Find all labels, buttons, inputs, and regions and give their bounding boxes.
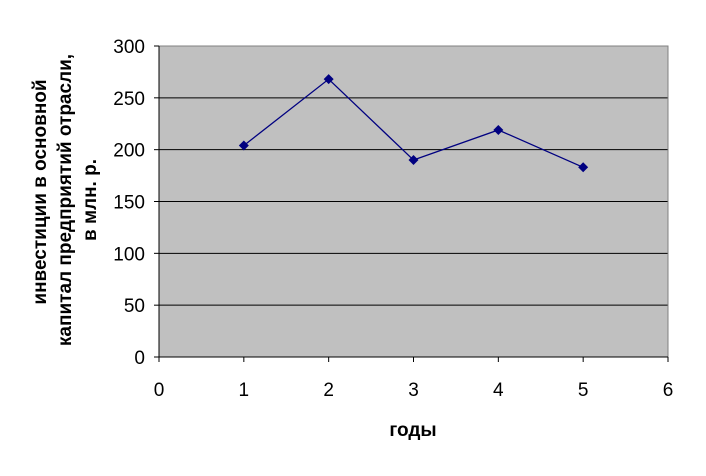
y-axis-title-line-1: инвестиции в основной (30, 79, 51, 304)
x-tick-label-4: 4 (493, 380, 504, 401)
data-point-1 (238, 140, 249, 151)
y-tick-label-50: 50 (124, 296, 145, 317)
data-point-3 (408, 155, 419, 166)
y-axis-title-line-3: в млн. р. (80, 159, 101, 241)
y-tick-label-300: 300 (113, 37, 145, 58)
x-tick-label-2: 2 (323, 380, 334, 401)
x-tick-label-3: 3 (408, 380, 419, 401)
x-tick-label-6: 6 (663, 380, 674, 401)
x-tick-label-5: 5 (578, 380, 589, 401)
x-axis-title: годы (389, 420, 436, 441)
data-point-5 (578, 162, 589, 173)
y-tick-label-100: 100 (113, 244, 145, 265)
data-point-4 (493, 124, 504, 135)
data-point-2 (323, 74, 334, 85)
y-tick-label-150: 150 (113, 193, 145, 214)
y-tick-label-0: 0 (134, 348, 145, 369)
y-tick-label-200: 200 (113, 141, 145, 162)
x-tick-label-1: 1 (239, 380, 250, 401)
y-tick-label-250: 250 (113, 89, 145, 110)
y-axis-title-line-2: капитал предприятий отрасли, (55, 54, 76, 346)
x-tick-label-0: 0 (154, 380, 165, 401)
